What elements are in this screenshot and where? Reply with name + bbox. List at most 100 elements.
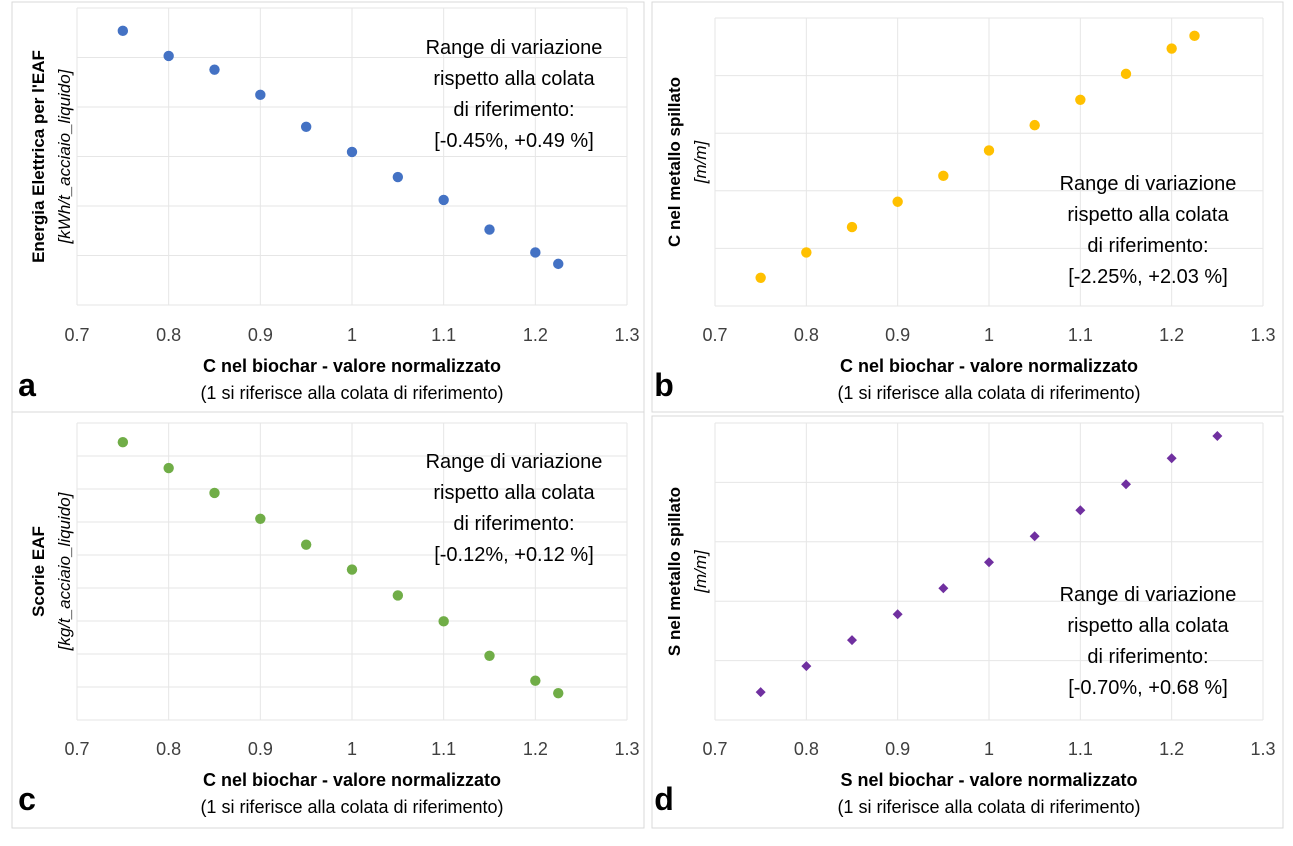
range-annotation-line: [-0.45%, +0.49 %] — [434, 130, 594, 152]
data-point — [984, 557, 994, 568]
x-axis-label: C nel biochar - valore normalizzato — [840, 356, 1138, 376]
data-point — [530, 247, 541, 258]
range-annotation-line: Range di variazione — [1060, 584, 1237, 606]
data-point — [553, 687, 564, 699]
x-tick-label: 1.2 — [1159, 739, 1184, 759]
data-point — [1075, 505, 1086, 516]
data-point — [801, 247, 812, 258]
x-tick-label: 1.2 — [1159, 325, 1184, 345]
range-annotation-line: Range di variazione — [426, 37, 603, 59]
panel-c: 0.7 0.8 0.9 1 1.1 1.2 1.3 C nel biochar - valor… — [11, 411, 645, 829]
x-axis-sublabel: (1 si riferisce alla colata di riferimen… — [837, 797, 1140, 817]
y-axis-unit: [m/m] — [691, 549, 710, 594]
panel-frame — [11, 1, 645, 413]
x-tick-label: 1 — [347, 739, 357, 759]
range-annotation-line: di riferimento: — [453, 513, 574, 535]
x-tick-label: 1.1 — [431, 739, 456, 759]
x-tick-label: 1.3 — [1250, 325, 1275, 345]
y-axis-label: C nel metallo spillato — [665, 77, 684, 247]
x-tick-label: 0.9 — [248, 739, 273, 759]
x-axis-sublabel: (1 si riferisce alla colata di riferimen… — [200, 797, 503, 817]
panel-letter: b — [654, 367, 674, 403]
data-point — [1029, 119, 1040, 131]
data-point — [847, 635, 857, 646]
x-axis-label: C nel biochar - valore normalizzato — [203, 356, 501, 376]
data-point — [553, 258, 564, 270]
x-tick-label: 0.7 — [702, 325, 727, 345]
data-point — [846, 221, 858, 233]
data-point — [1166, 43, 1177, 54]
data-point — [163, 50, 174, 62]
panel-letter: a — [18, 367, 36, 403]
data-point — [209, 487, 220, 499]
data-point — [1121, 479, 1131, 490]
x-axis-label: S nel biochar - valore normalizzato — [840, 770, 1137, 790]
y-axis-label: Scorie EAF — [29, 526, 48, 617]
panel-a: 0.7 0.8 0.9 1 1.1 1.2 1.3 C nel biochar - valor… — [11, 1, 645, 413]
x-tick-label: 0.7 — [64, 325, 89, 345]
panel-d: 0.7 0.8 0.9 1 1.1 1.2 1.3 S nel biochar - valor… — [651, 415, 1284, 829]
data-point — [530, 675, 541, 686]
panel-frame — [651, 415, 1284, 829]
data-point — [392, 171, 404, 183]
range-annotation-line: Range di variazione — [426, 451, 603, 473]
data-point — [346, 564, 358, 575]
x-tick-label: 1.2 — [523, 325, 548, 345]
data-point — [1189, 30, 1200, 42]
data-point — [755, 272, 766, 283]
x-tick-label: 0.8 — [794, 325, 819, 345]
data-point — [755, 687, 766, 698]
x-tick-label: 1 — [984, 325, 994, 345]
range-annotation-line: rispetto alla colata — [433, 482, 595, 504]
data-point — [163, 462, 174, 474]
x-tick-label: 1.1 — [1068, 325, 1093, 345]
panel-b: 0.7 0.8 0.9 1 1.1 1.2 1.3 C nel biochar - valor… — [651, 1, 1284, 413]
x-tick-label: 1.3 — [1250, 739, 1275, 759]
x-axis-label: C nel biochar - valore normalizzato — [203, 770, 501, 790]
panel-letter: d — [654, 781, 674, 817]
data-point — [484, 650, 495, 662]
y-axis-label: S nel metallo spillato — [665, 487, 684, 656]
data-point — [255, 513, 266, 525]
data-point — [346, 146, 358, 158]
x-tick-label: 1 — [984, 739, 994, 759]
data-point — [892, 609, 903, 620]
data-point — [438, 194, 449, 206]
x-tick-label: 1.1 — [431, 325, 456, 345]
x-tick-label: 0.8 — [794, 739, 819, 759]
data-point — [209, 64, 220, 75]
data-point — [892, 196, 903, 207]
range-annotation-line: [-0.70%, +0.68 %] — [1068, 677, 1228, 699]
data-point — [938, 170, 949, 182]
x-axis-sublabel: (1 si riferisce alla colata di riferimen… — [200, 383, 503, 403]
x-tick-label: 0.9 — [885, 739, 910, 759]
data-point — [1075, 94, 1086, 105]
range-annotation-line: rispetto alla colata — [1067, 615, 1229, 637]
range-annotation-line: [-2.25%, +2.03 %] — [1068, 266, 1228, 288]
data-point — [300, 121, 312, 132]
x-tick-label: 1 — [347, 325, 357, 345]
data-point — [484, 224, 495, 235]
y-axis-label: Energia Elettrica per l'EAF — [29, 50, 48, 263]
panel-frame — [651, 1, 1284, 413]
data-point — [1166, 453, 1177, 464]
range-annotation-line: rispetto alla colata — [1067, 204, 1229, 226]
range-annotation-line: rispetto alla colata — [433, 68, 595, 90]
range-annotation-line: Range di variazione — [1060, 173, 1237, 195]
x-tick-label: 1.2 — [523, 739, 548, 759]
range-annotation-line: di riferimento: — [1087, 235, 1208, 257]
x-axis-sublabel: (1 si riferisce alla colata di riferimen… — [837, 383, 1140, 403]
data-point — [801, 661, 812, 672]
x-tick-label: 0.7 — [702, 739, 727, 759]
data-point — [1212, 430, 1223, 441]
data-point — [117, 25, 129, 37]
y-axis-unit: [kg/t_acciaio_liquido] — [55, 491, 74, 651]
x-tick-label: 0.7 — [64, 739, 89, 759]
x-tick-label: 0.8 — [156, 325, 181, 345]
range-annotation-line: di riferimento: — [453, 99, 574, 121]
y-axis-unit: [m/m] — [691, 139, 710, 184]
x-tick-label: 0.8 — [156, 739, 181, 759]
data-point — [392, 590, 404, 601]
x-tick-label: 1.3 — [614, 325, 639, 345]
